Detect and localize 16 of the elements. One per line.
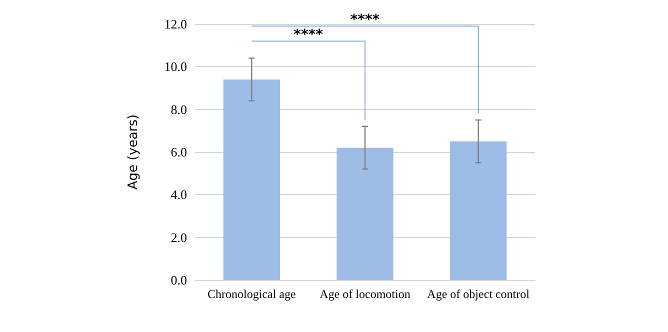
annotation: **** xyxy=(294,27,324,44)
y-axis-title: Age (years) xyxy=(126,114,141,190)
y-tick-label: 6.0 xyxy=(170,144,187,160)
bar xyxy=(336,148,394,280)
bar xyxy=(223,79,280,280)
y-tick-label: 8.0 xyxy=(170,102,187,117)
x-tick-label: Age of locomotion xyxy=(320,287,410,301)
y-tick-label: 4.0 xyxy=(170,187,187,202)
x-tick-label: Chronological age xyxy=(208,287,296,301)
y-tick-label: 12.0 xyxy=(164,16,187,32)
y-tick-label: 10.0 xyxy=(164,59,187,74)
bar xyxy=(450,141,507,280)
y-tick-label: 0.0 xyxy=(170,272,187,288)
y-tick-label: 2.0 xyxy=(170,230,187,245)
annotation: **** xyxy=(350,12,380,28)
x-tick-label: Age of object control xyxy=(427,287,530,301)
